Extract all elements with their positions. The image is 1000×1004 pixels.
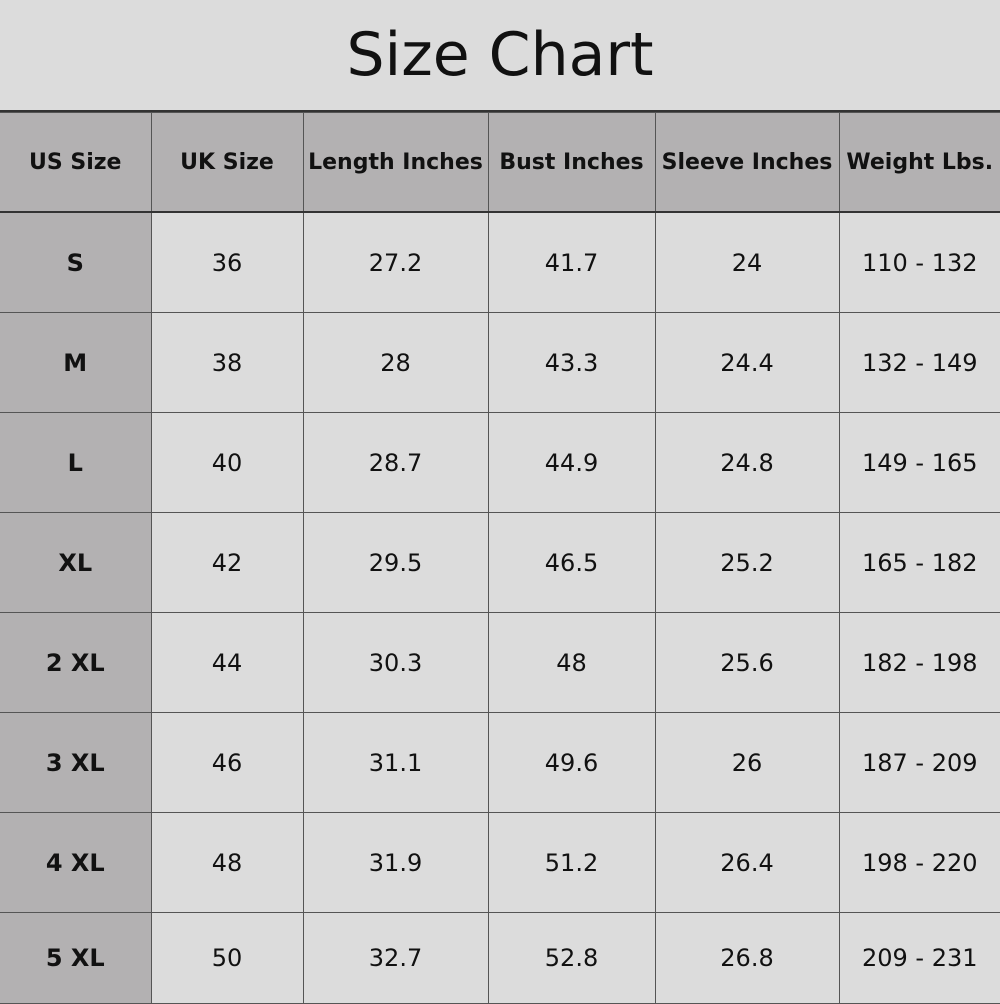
table-cell: 29.5 — [302, 512, 489, 613]
table-cell: 24.4 — [654, 312, 840, 413]
table-cell: 48 — [150, 812, 304, 913]
table-cell: 182 - 198 — [838, 612, 1000, 713]
table-cell: 52.8 — [487, 912, 656, 1004]
table-row: L 40 28.7 44.9 24.8 149 - 165 — [0, 412, 1000, 513]
us-size-cell: XL — [0, 512, 152, 613]
us-size-cell: L — [0, 412, 152, 513]
table-cell: 132 - 149 — [838, 312, 1000, 413]
us-size-cell: 5 XL — [0, 912, 152, 1004]
us-size-cell: M — [0, 312, 152, 413]
table-row: 4 XL 48 31.9 51.2 26.4 198 - 220 — [0, 812, 1000, 913]
table-cell: 30.3 — [302, 612, 489, 713]
us-size-cell: 3 XL — [0, 712, 152, 813]
table-row: 3 XL 46 31.1 49.6 26 187 - 209 — [0, 712, 1000, 813]
us-size-cell: S — [0, 211, 152, 313]
table-cell: 42 — [150, 512, 304, 613]
table-cell: 24.8 — [654, 412, 840, 513]
table-cell: 31.1 — [302, 712, 489, 813]
table-cell: 50 — [150, 912, 304, 1004]
table-cell: 32.7 — [302, 912, 489, 1004]
table-cell: 48 — [487, 612, 656, 713]
table-cell: 44 — [150, 612, 304, 713]
table-cell: 38 — [150, 312, 304, 413]
table-cell: 24 — [654, 211, 840, 313]
table-cell: 149 - 165 — [838, 412, 1000, 513]
table-row: 2 XL 44 30.3 48 25.6 182 - 198 — [0, 612, 1000, 713]
page-title: Size Chart — [0, 0, 1000, 112]
table-cell: 27.2 — [302, 211, 489, 313]
table-row: 5 XL 50 32.7 52.8 26.8 209 - 231 — [0, 912, 1000, 1004]
table-cell: 25.2 — [654, 512, 840, 613]
table-cell: 165 - 182 — [838, 512, 1000, 613]
table-cell: 44.9 — [487, 412, 656, 513]
table-cell: 26.4 — [654, 812, 840, 913]
table-row: S 36 27.2 41.7 24 110 - 132 — [0, 211, 1000, 313]
size-table: US Size UK Size Length Inches Bust Inches Sl… — [0, 112, 1000, 1004]
table-cell: 31.9 — [302, 812, 489, 913]
column-header: Weight Lbs. — [838, 112, 1000, 213]
table-cell: 51.2 — [487, 812, 656, 913]
table-row: M 38 28 43.3 24.4 132 - 149 — [0, 312, 1000, 413]
column-header: Sleeve Inches — [654, 112, 840, 213]
table-cell: 209 - 231 — [838, 912, 1000, 1004]
table-cell: 25.6 — [654, 612, 840, 713]
table-cell: 26 — [654, 712, 840, 813]
table-cell: 198 - 220 — [838, 812, 1000, 913]
column-header: Bust Inches — [487, 112, 656, 213]
table-cell: 40 — [150, 412, 304, 513]
table-cell: 46.5 — [487, 512, 656, 613]
us-size-cell: 2 XL — [0, 612, 152, 713]
table-cell: 36 — [150, 211, 304, 313]
table-row: XL 42 29.5 46.5 25.2 165 - 182 — [0, 512, 1000, 613]
column-header: Length Inches — [302, 112, 489, 213]
table-cell: 187 - 209 — [838, 712, 1000, 813]
column-header: UK Size — [150, 112, 304, 213]
table-cell: 41.7 — [487, 211, 656, 313]
table-cell: 26.8 — [654, 912, 840, 1004]
table-cell: 110 - 132 — [838, 211, 1000, 313]
table-cell: 28 — [302, 312, 489, 413]
table-cell: 28.7 — [302, 412, 489, 513]
us-size-cell: 4 XL — [0, 812, 152, 913]
table-cell: 49.6 — [487, 712, 656, 813]
table-cell: 46 — [150, 712, 304, 813]
header-row: US Size UK Size Length Inches Bust Inches Sl… — [0, 112, 1000, 213]
table-cell: 43.3 — [487, 312, 656, 413]
column-header: US Size — [0, 112, 152, 213]
